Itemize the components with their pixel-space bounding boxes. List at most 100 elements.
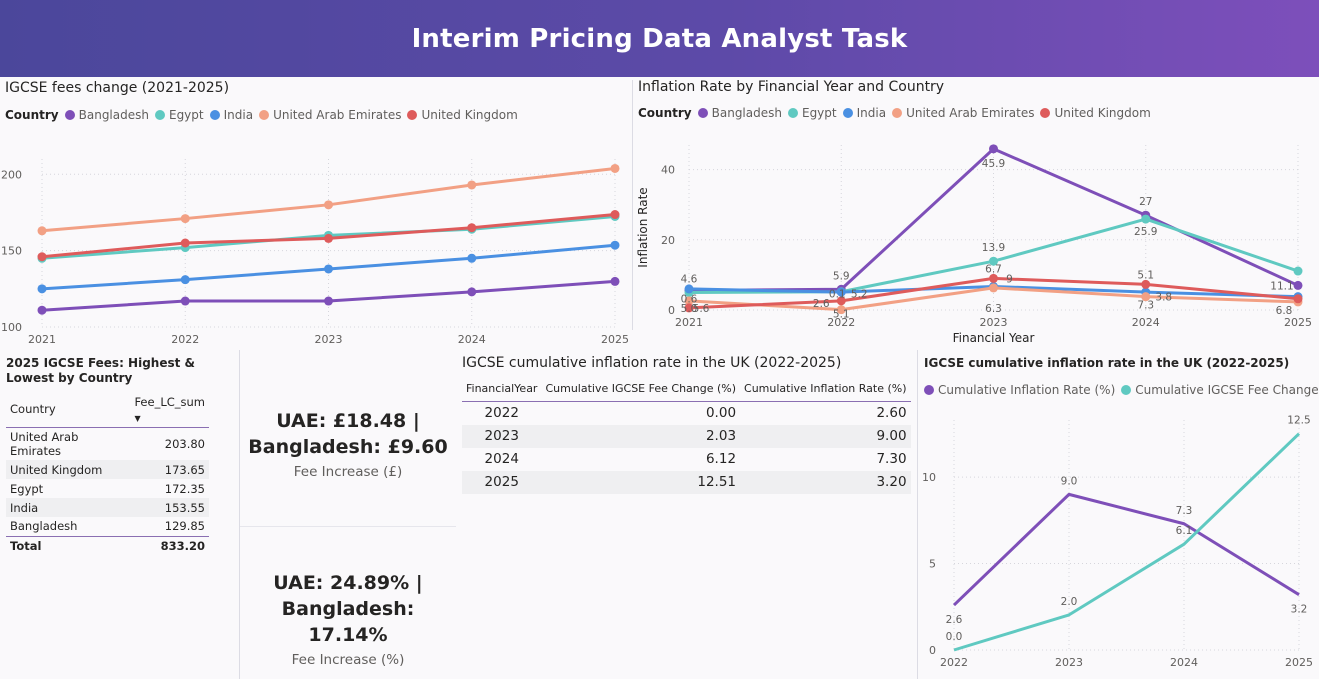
data-label: 6.1: [1176, 525, 1193, 537]
cell-fee: 129.85: [164, 519, 205, 534]
divider-right: [917, 350, 918, 679]
x-tick-label: 2022: [940, 656, 968, 669]
column-header-fee[interactable]: Fee_LC_sum ▼: [130, 392, 209, 428]
cell-country: United Kingdom: [6, 460, 131, 479]
data-label: 3.2: [1291, 604, 1308, 616]
data-point-united-kingdom: [324, 233, 333, 243]
legend-dot-icon: [697, 108, 708, 118]
column-header-cumulative-igcse-fee-change[interactable]: Cumulative IGCSE Fee Change (%): [541, 378, 741, 402]
column-header-cumulative-inflation-rate[interactable]: Cumulative Inflation Rate (%): [740, 378, 911, 402]
data-point-india: [180, 275, 190, 285]
fees-line-chart: 100 150 200 2021 2022 2023 2024 2025: [1, 159, 629, 346]
table-cell: 9.00: [740, 424, 911, 448]
divider-top: [632, 80, 633, 330]
cell-fee: 203.80: [164, 437, 205, 451]
cell-fee: 172.35: [164, 481, 205, 496]
series-line-cumulative-igcse-fee-change: [953, 432, 1301, 652]
legend-item-egypt[interactable]: Egypt: [154, 108, 204, 122]
legend-item-egypt[interactable]: Egypt: [787, 106, 837, 120]
table-cell: 3.20: [740, 470, 911, 494]
data-point-bangladesh: [37, 305, 47, 315]
data-label: 5.1: [1137, 269, 1154, 281]
legend-label: Cumulative Inflation Rate (%): [938, 383, 1116, 397]
data-point-united-arab-emirates: [467, 180, 477, 190]
legend-label: India: [856, 106, 887, 120]
legend-title: Country: [638, 106, 692, 120]
table-row[interactable]: 2023 2.03 9.00: [462, 424, 911, 448]
legend-dot-icon: [1121, 385, 1132, 395]
data-point-bangladesh: [610, 276, 620, 286]
data-label: 5.1: [833, 309, 850, 321]
y-tick-label: 150: [1, 245, 22, 258]
legend-item-united-arab-emirates[interactable]: United Arab Emirates: [892, 106, 1034, 120]
data-point-united-arab-emirates: [180, 214, 190, 224]
data-label: 12.5: [1287, 415, 1310, 427]
column-header-country[interactable]: Country: [6, 392, 131, 428]
series-line-cumulative-inflation-rate: [952, 492, 1300, 607]
total-value: 833.20: [130, 535, 209, 555]
table-cell: 2.03: [541, 424, 741, 448]
data-label: 0.6: [681, 293, 698, 305]
data-point-united-kingdom: [467, 223, 477, 233]
table-row[interactable]: Egypt 172.35: [6, 479, 209, 498]
data-point-united-kingdom: [836, 296, 846, 306]
cum-chart-title: IGCSE cumulative inflation rate in the U…: [924, 356, 1290, 370]
card-caption: Fee Increase (%): [291, 652, 405, 668]
table-row[interactable]: Bangladesh 129.85: [6, 517, 209, 536]
data-point-united-kingdom: [37, 252, 47, 262]
inflation-chart-legend: Country Bangladesh Egypt India United Arab …: [638, 106, 1157, 120]
table-cell: 0.00: [705, 405, 737, 422]
data-point-egypt: [989, 256, 998, 266]
legend-dot-icon: [787, 108, 798, 118]
legend-item-united-kingdom[interactable]: United Kingdom: [1040, 106, 1151, 120]
legend-title: Country: [5, 108, 59, 122]
fees-table: Country Fee_LC_sum ▼ United Arab Emirates…: [6, 392, 209, 555]
inflation-line-chart: 0 20 40 2021 2022 2023 2024 2025 Financial Year I…: [636, 144, 1312, 345]
cell-country: Egypt: [10, 481, 44, 496]
y-tick-label: 40: [661, 164, 675, 177]
fee-increase-pct-card: UAE: 24.89% | Bangladesh: 17.14% Fee Inc…: [240, 570, 456, 668]
legend-item-india[interactable]: India: [209, 108, 254, 122]
table-row[interactable]: 2024 6.12 7.30: [462, 448, 911, 471]
dashboard-header: Interim Pricing Data Analyst Task: [0, 0, 1319, 77]
x-tick-label: 2021: [675, 316, 703, 329]
fee-increase-gbp-card: UAE: £18.48 | Bangladesh: £9.60 Fee Incr…: [240, 408, 456, 480]
data-label: 6.8: [1276, 305, 1293, 317]
column-header-financialyear[interactable]: FinancialYear: [462, 378, 542, 402]
sort-descending-icon: ▼: [134, 414, 141, 423]
legend-label: United Kingdom: [1054, 106, 1151, 120]
data-label: 9: [1006, 273, 1013, 285]
fees-chart-title: IGCSE fees change (2021-2025): [5, 80, 230, 96]
data-label: 2.6: [946, 614, 963, 626]
legend-item-bangladesh[interactable]: Bangladesh: [697, 106, 782, 120]
x-axis-label: Financial Year: [953, 331, 1035, 345]
cell-fee: 173.65: [130, 460, 209, 479]
table-cell: 2025: [462, 470, 542, 494]
table-row[interactable]: United Arab Emirates 203.80: [6, 428, 209, 461]
data-label: 6.3: [985, 303, 1002, 315]
table-row[interactable]: 2022 0.00 2.60: [462, 402, 911, 425]
table-row[interactable]: United Kingdom 173.65: [6, 460, 209, 479]
legend-item-india[interactable]: India: [842, 106, 887, 120]
legend-item-cumulative-igcse-fee-change[interactable]: Cumulative IGCSE Fee Change (%): [1121, 383, 1319, 397]
legend-item-united-kingdom[interactable]: United Kingdom: [407, 108, 518, 122]
data-label: 0.0: [946, 631, 963, 643]
legend-item-cumulative-inflation-rate[interactable]: Cumulative Inflation Rate (%): [924, 383, 1115, 397]
cell-country: India: [6, 498, 131, 517]
table-row[interactable]: India 153.55: [6, 498, 209, 517]
y-tick-label: 100: [1, 321, 22, 334]
data-point-india: [684, 284, 694, 294]
legend-label: India: [223, 108, 254, 122]
data-point-united-arab-emirates: [1141, 292, 1151, 302]
y-tick-label: 0: [929, 644, 936, 657]
column-header-fee-label: Fee_LC_sum: [134, 395, 205, 409]
legend-item-bangladesh[interactable]: Bangladesh: [64, 108, 149, 122]
legend-item-united-arab-emirates[interactable]: United Arab Emirates: [259, 108, 401, 122]
data-point-egypt: [1141, 214, 1151, 224]
table-row[interactable]: 2025 12.51 3.20: [462, 470, 911, 494]
x-tick-label: 2025: [601, 333, 629, 346]
table-cell: 7.30: [876, 451, 907, 467]
data-label: 2.0: [1061, 596, 1078, 608]
data-label: 11.1: [1270, 280, 1293, 292]
x-tick-label: 2024: [458, 333, 486, 346]
